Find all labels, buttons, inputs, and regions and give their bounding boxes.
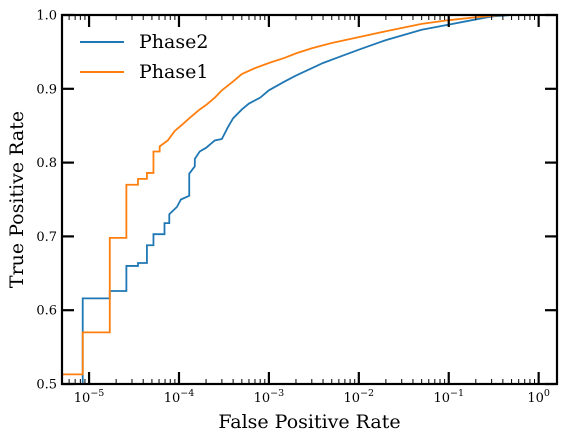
y-tick-label: 0.8 [36, 156, 57, 171]
x-axis-label: False Positive Rate [218, 411, 400, 433]
series-layer [62, 14, 512, 384]
y-tick-label: 0.7 [36, 230, 57, 245]
y-tick-label: 0.9 [36, 82, 57, 97]
legend: Phase2 Phase1 [80, 31, 208, 83]
series-line-phase1 [62, 14, 503, 376]
legend-label-phase2: Phase2 [139, 31, 208, 53]
legend-label-phase1: Phase1 [139, 61, 208, 83]
y-tick-label: 0.6 [36, 304, 57, 319]
x-tick-label: 10−1 [433, 388, 464, 406]
x-tick-label: 10−5 [74, 388, 105, 406]
x-tick-label: 100 [527, 388, 550, 406]
x-tick-label: 10−4 [164, 388, 195, 406]
y-tick-label: 1.0 [36, 9, 57, 24]
y-axis-label: True Positive Rate [6, 111, 28, 288]
series-line-phase2 [81, 14, 512, 384]
x-tick-label: 10−2 [344, 388, 375, 406]
ticks-layer: 0.5 0.6 0.7 0.8 0.9 1.0 10−5 10−4 10−3 10−2 10−1 10… [36, 9, 557, 406]
x-tick-label: 10−3 [254, 388, 285, 406]
y-tick-label: 0.5 [36, 378, 57, 393]
plot-frame [60, 13, 559, 386]
